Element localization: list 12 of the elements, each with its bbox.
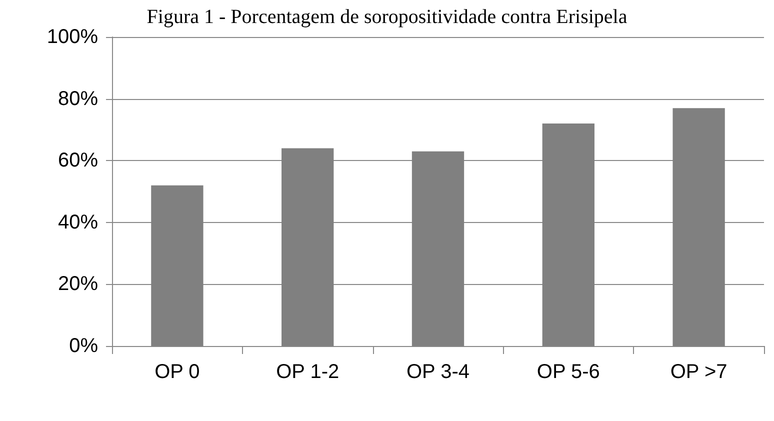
y-tick-label: 80%: [58, 88, 98, 110]
x-tick-label: OP 0: [154, 361, 200, 383]
y-tick-label: 100%: [46, 26, 98, 48]
y-tick-label: 40%: [58, 211, 98, 234]
x-tick-label: OP 3-4: [406, 361, 470, 383]
x-tick-label: OP >7: [670, 361, 728, 383]
chart-title: Figura 1 - Porcentagem de soropositividade contra Erisipela: [146, 6, 628, 28]
y-tick-label: 0%: [69, 335, 98, 357]
x-tick-label: OP 5-6: [536, 361, 600, 383]
x-tick-label: OP 1-2: [276, 361, 340, 383]
y-tick-label: 20%: [58, 273, 98, 296]
y-tick-label: 60%: [58, 150, 98, 172]
